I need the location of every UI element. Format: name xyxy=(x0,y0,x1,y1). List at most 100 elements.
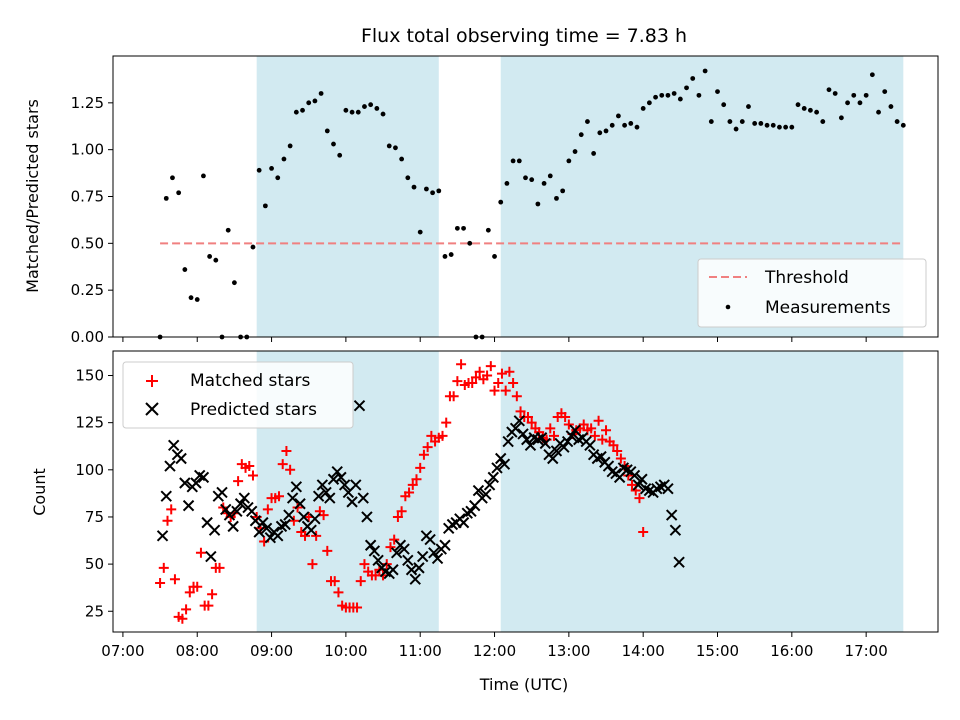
measurement-point xyxy=(541,180,547,186)
matched-star-point xyxy=(615,453,626,464)
matched-star-point xyxy=(389,534,400,545)
matched-star-point xyxy=(411,474,422,485)
predicted-star-point xyxy=(216,486,228,499)
measurement-point xyxy=(300,107,305,113)
measurements-legend-swatch xyxy=(725,304,731,310)
measurement-point xyxy=(547,173,553,179)
measurement-point xyxy=(659,92,665,98)
matched-star-point xyxy=(396,506,407,517)
x-tick-label: 07:00 xyxy=(101,642,144,660)
measurement-point xyxy=(201,173,206,179)
matched-star-point xyxy=(207,589,218,600)
measurement-point xyxy=(845,100,850,106)
predicted-star-point xyxy=(509,422,522,435)
matched-star-point xyxy=(508,378,519,389)
matched-star-point xyxy=(273,491,284,502)
predicted-star-point xyxy=(565,430,578,442)
y-tick-label: 0.75 xyxy=(71,188,104,206)
predicted-star-point xyxy=(487,471,500,484)
predicted-star-point xyxy=(483,479,496,491)
y-tick-label: 150 xyxy=(75,367,104,385)
matched-star-point xyxy=(404,487,415,498)
measurement-point xyxy=(603,128,609,134)
measurement-point xyxy=(721,102,727,108)
x-tick-label: 08:00 xyxy=(176,642,219,660)
predicted-star-point xyxy=(175,452,187,465)
measurement-point xyxy=(355,109,361,115)
predicted-star-point xyxy=(220,503,232,516)
measurement-point xyxy=(262,203,268,209)
matched-star-point xyxy=(392,511,403,522)
measurement-point xyxy=(163,195,169,201)
predicted-star-point xyxy=(231,505,243,518)
measurement-point xyxy=(417,229,423,235)
measurement-point xyxy=(492,254,497,259)
measurement-point xyxy=(510,158,516,164)
measurement-point xyxy=(863,92,869,98)
y-tick-label: 0.25 xyxy=(71,281,104,299)
predicted-star-point xyxy=(547,452,559,465)
predicted-star-point xyxy=(535,432,548,444)
predicted-star-point xyxy=(558,441,570,453)
measurement-point xyxy=(801,106,807,111)
predicted-star-point xyxy=(632,479,644,491)
matched-star-point xyxy=(333,587,344,598)
measurement-point xyxy=(770,122,776,128)
x-tick-label: 12:00 xyxy=(473,642,516,660)
y-tick-label: 0.00 xyxy=(71,328,104,346)
predicted-stars-legend-swatch xyxy=(145,402,159,416)
predicted-star-point xyxy=(309,513,321,525)
matched-star-point xyxy=(470,372,481,383)
predicted-star-point xyxy=(498,458,511,470)
measurement-point xyxy=(696,92,702,98)
measurement-point xyxy=(188,295,194,301)
predicted-star-point xyxy=(286,492,299,504)
measurement-point xyxy=(826,87,832,93)
measurement-point xyxy=(343,107,349,113)
measurement-point xyxy=(399,156,405,162)
measurement-point xyxy=(746,104,751,109)
measurement-point xyxy=(393,145,398,151)
measurement-point xyxy=(616,113,621,119)
matched-star-point xyxy=(203,600,214,611)
x-tick-label: 11:00 xyxy=(399,642,442,660)
measurement-point xyxy=(213,257,219,263)
measurement-point xyxy=(820,119,826,124)
measurement-point xyxy=(374,106,380,111)
bottom-legend: Matched stars Predicted stars xyxy=(122,361,354,429)
predicted-star-point xyxy=(197,471,210,484)
matched-star-point xyxy=(526,417,537,428)
predicted-star-point xyxy=(424,533,436,546)
y-tick-label: 75 xyxy=(85,508,104,526)
matched-star-point xyxy=(467,378,478,389)
matched-star-point xyxy=(329,576,340,587)
measurement-point xyxy=(591,151,597,156)
matched-star-point xyxy=(155,577,166,588)
measurement-point xyxy=(795,102,801,108)
matched-star-point xyxy=(281,445,292,456)
predicted-star-point xyxy=(669,524,682,536)
predicted-star-point xyxy=(402,554,414,567)
measurement-point xyxy=(362,104,367,109)
measurement-point xyxy=(405,175,411,181)
x-tick-label: 15:00 xyxy=(696,642,739,660)
predicted-star-point xyxy=(346,496,358,508)
predicted-star-point xyxy=(636,473,648,485)
x-axis-label: Time (UTC) xyxy=(479,675,568,694)
y-tick-label: 1.00 xyxy=(71,141,104,159)
top-legend-box xyxy=(697,258,927,328)
matched-star-point xyxy=(177,613,188,624)
measurement-point xyxy=(622,122,627,128)
predicted-star-point xyxy=(491,462,503,474)
matched-star-point xyxy=(452,376,463,387)
measurement-point xyxy=(857,100,863,106)
y-tick-label: 1.25 xyxy=(71,94,104,112)
predicted-star-point xyxy=(495,452,507,465)
measurement-point xyxy=(504,180,510,186)
measurement-point xyxy=(207,254,213,259)
matched-star-point xyxy=(352,602,363,613)
predicted-star-point xyxy=(324,492,336,504)
threshold-legend-label: Threshold xyxy=(764,268,849,288)
measurement-point xyxy=(869,72,875,78)
predicted-star-point xyxy=(480,488,492,501)
